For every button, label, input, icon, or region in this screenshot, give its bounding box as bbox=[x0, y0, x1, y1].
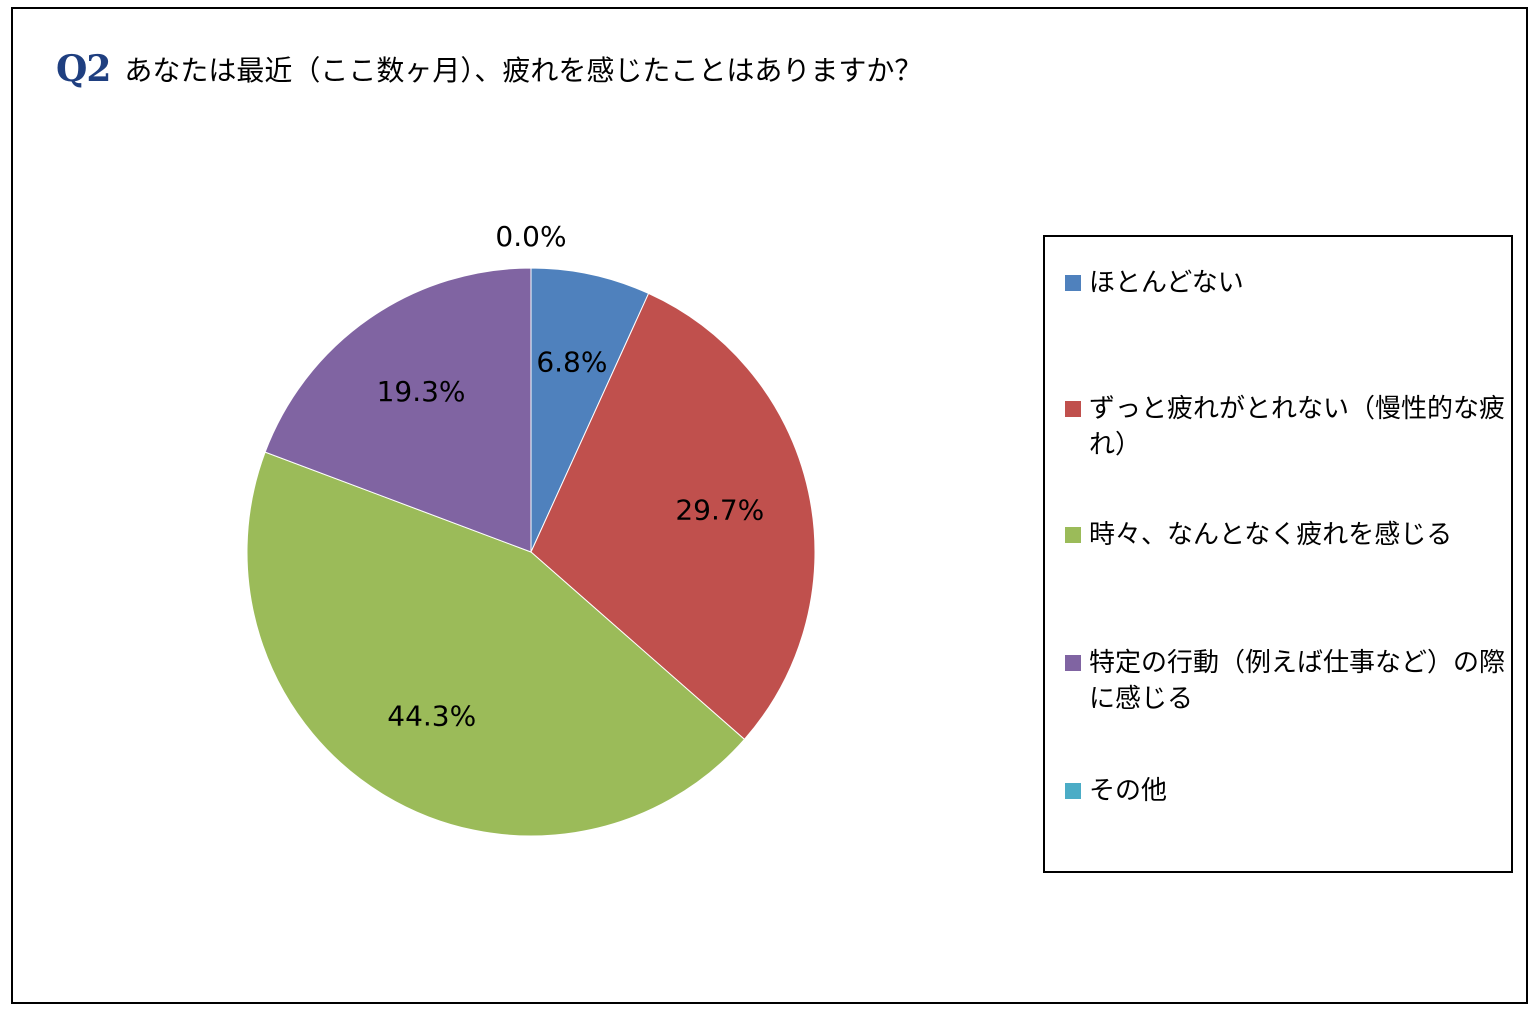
data-label-2: 44.3% bbox=[387, 700, 476, 733]
legend-item-hotondonai: ほとんどない bbox=[1065, 265, 1505, 301]
pie-slice-2 bbox=[246, 451, 746, 837]
data-label-1: 29.7% bbox=[675, 493, 764, 526]
pie-slice-0 bbox=[530, 267, 650, 553]
data-label-0: 6.8% bbox=[536, 345, 607, 378]
legend-item-sometimes: 時々、なんとなく疲れを感じる bbox=[1065, 517, 1505, 553]
title-row: Q2 あなたは最近（ここ数ヶ月）、疲れを感じたことはありますか？ bbox=[56, 48, 922, 90]
legend-label: ずっと疲れがとれない（慢性的な疲れ） bbox=[1089, 394, 1506, 460]
legend-label: ほとんどない bbox=[1089, 268, 1244, 298]
legend-swatch bbox=[1065, 401, 1081, 417]
legend-swatch bbox=[1065, 527, 1081, 543]
question-text: あなたは最近（ここ数ヶ月）、疲れを感じたことはありますか？ bbox=[124, 54, 923, 87]
question-number: Q2 bbox=[56, 48, 111, 90]
legend-swatch bbox=[1065, 783, 1081, 799]
legend-label: 特定の行動（例えば仕事など）の際に感じる bbox=[1089, 648, 1506, 714]
pie-slice-3 bbox=[264, 267, 532, 553]
pie-slice-1 bbox=[530, 292, 816, 741]
legend: ほとんどない ずっと疲れがとれない（慢性的な疲れ） 時々、なんとなく疲れを感じる… bbox=[1043, 235, 1513, 873]
legend-item-other: その他 bbox=[1065, 773, 1505, 809]
data-label-3: 19.3% bbox=[377, 375, 466, 408]
legend-swatch bbox=[1065, 655, 1081, 671]
legend-swatch bbox=[1065, 275, 1081, 291]
legend-item-specific-action: 特定の行動（例えば仕事など）の際に感じる bbox=[1065, 645, 1505, 717]
legend-item-chronic: ずっと疲れがとれない（慢性的な疲れ） bbox=[1065, 391, 1505, 463]
legend-label: その他 bbox=[1089, 776, 1168, 806]
legend-label: 時々、なんとなく疲れを感じる bbox=[1089, 520, 1453, 550]
data-label-4: 0.0% bbox=[495, 220, 566, 253]
